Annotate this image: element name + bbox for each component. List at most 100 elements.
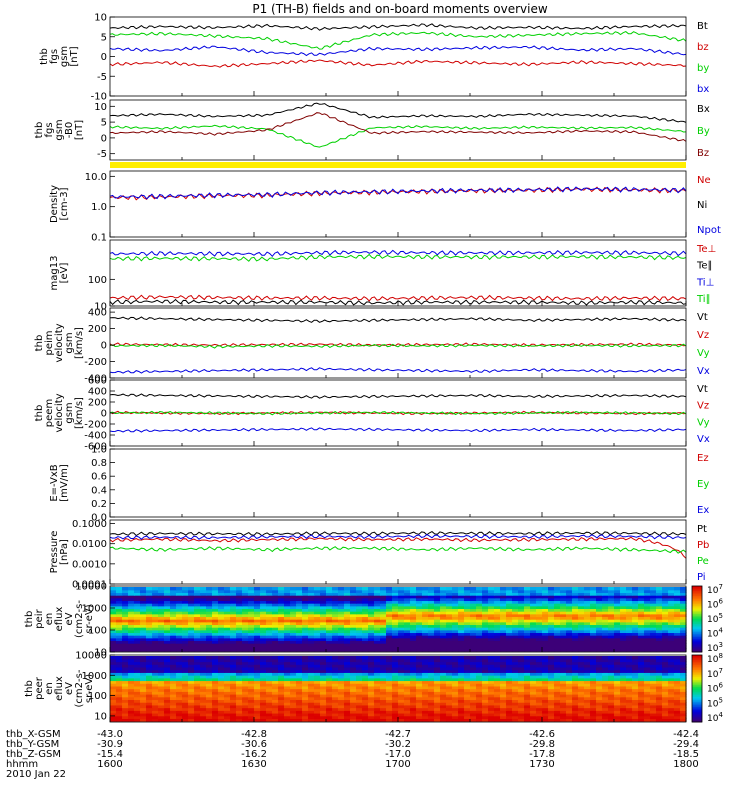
spectrogram-cell: [500, 685, 507, 690]
spectrogram-cell: [260, 637, 267, 642]
spectrogram-cell: [266, 611, 273, 615]
spectrogram-cell: [488, 661, 495, 665]
spectrogram-cell: [590, 702, 597, 706]
spectrogram-cell: [620, 704, 627, 709]
spectrogram-cell: [188, 685, 195, 690]
spectrogram-cell: [392, 672, 399, 676]
spectrogram-cell: [404, 619, 411, 623]
spectrogram-cell: [278, 627, 285, 631]
spectrogram-cell: [416, 643, 423, 647]
spectrogram-cell: [272, 680, 279, 684]
spectrogram-cell: [626, 627, 633, 631]
spectrogram-cell: [116, 587, 123, 591]
spectrogram-cell: [548, 627, 555, 631]
spectrogram-cell: [110, 680, 117, 684]
spectrogram-cell: [170, 702, 177, 706]
spectrogram-cell: [212, 603, 219, 607]
spectrogram-cell: [272, 661, 279, 665]
y-axis-label: gsm: [64, 332, 75, 353]
spectrogram-cell: [560, 704, 567, 709]
spectrogram-cell: [212, 674, 219, 679]
spectrogram-cell: [158, 605, 165, 610]
spectrogram-cell: [362, 611, 369, 615]
spectrogram-cell: [470, 693, 477, 698]
colorbar-step: [692, 655, 702, 658]
spectrogram-cell: [440, 643, 447, 647]
spectrogram-cell: [212, 704, 219, 709]
spectrogram-cell: [278, 619, 285, 623]
spectrogram-cell: [182, 600, 189, 604]
spectrogram-cell: [332, 611, 339, 615]
spectrogram-cell: [308, 608, 315, 612]
spectrogram-cell: [380, 616, 387, 620]
colorbar-step: [692, 638, 702, 641]
spectrogram-cell: [464, 608, 471, 612]
spectrogram-cell: [248, 603, 255, 607]
spectrogram-cell: [236, 629, 243, 634]
spectrogram-cell: [656, 702, 663, 706]
spectrogram-cell: [284, 648, 291, 652]
spectrogram-cell: [626, 597, 633, 602]
spectrogram-cell: [374, 656, 381, 660]
y-tick-label: 400: [88, 387, 107, 398]
spectrogram-cell: [356, 600, 363, 604]
spectrogram-cell: [440, 696, 447, 701]
spectrogram-cell: [422, 624, 429, 628]
spectrogram-cell: [242, 637, 249, 642]
series-line-Vx: [109, 427, 687, 433]
spectrogram-cell: [548, 589, 555, 594]
spectrogram-cell: [482, 640, 489, 644]
spectrogram-cell: [380, 674, 387, 679]
spectrogram-cell: [224, 683, 231, 687]
spectrogram-cell: [326, 608, 333, 612]
spectrogram-cell: [614, 643, 621, 647]
spectrogram-cell: [512, 710, 519, 714]
spectrogram-cell: [416, 629, 423, 634]
spectrogram-cell: [344, 707, 351, 711]
spectrogram-cell: [494, 704, 501, 709]
spectrogram-cell: [668, 664, 675, 668]
spectrogram-cell: [512, 624, 519, 628]
spectrogram-cell: [158, 592, 165, 596]
spectrogram-cell: [218, 603, 225, 607]
spectrogram-cell: [278, 661, 285, 665]
spectrogram-cell: [206, 704, 213, 709]
spectrogram-cell: [248, 619, 255, 623]
spectrogram-cell: [680, 616, 687, 620]
spectrogram-cell: [170, 683, 177, 687]
spectrogram-cell: [446, 597, 453, 602]
spectrogram-cell: [362, 624, 369, 628]
spectrogram-cell: [566, 643, 573, 647]
spectrogram-cell: [596, 645, 603, 650]
spectrogram-cell: [218, 715, 225, 719]
spectrogram-cell: [470, 619, 477, 623]
spectrogram-cell: [608, 669, 615, 673]
spectrogram-cell: [434, 624, 441, 628]
spectrogram-cell: [320, 672, 327, 676]
spectrogram-cell: [656, 683, 663, 687]
spectrogram-cell: [188, 597, 195, 602]
spectrogram-cell: [314, 680, 321, 684]
spectrogram-cell: [122, 595, 129, 599]
spectrogram-cell: [350, 632, 357, 636]
spectrogram-cell: [398, 693, 405, 698]
spectrogram-cell: [440, 595, 447, 599]
spectrogram-cell: [470, 680, 477, 684]
y-axis-label: eV: [64, 682, 75, 695]
spectrogram-cell: [626, 669, 633, 673]
spectrogram-cell: [278, 629, 285, 634]
spectrogram-cell: [500, 699, 507, 703]
spectrogram-cell: [548, 621, 555, 626]
spectrogram-cell: [578, 688, 585, 692]
spectrogram-cell: [182, 597, 189, 602]
spectrogram-cell: [638, 592, 645, 596]
spectrogram-cell: [230, 658, 237, 663]
spectrogram-cell: [206, 677, 213, 682]
spectrogram-cell: [458, 629, 465, 634]
spectrogram-cell: [512, 712, 519, 717]
spectrogram-cell: [146, 688, 153, 692]
spectrogram-cell: [260, 699, 267, 703]
spectrogram-cell: [332, 672, 339, 676]
